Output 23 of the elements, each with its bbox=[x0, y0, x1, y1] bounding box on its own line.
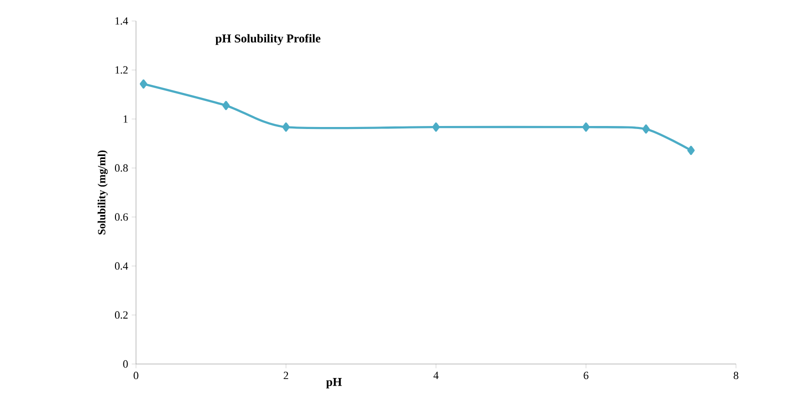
x-axis-title: pH bbox=[326, 378, 342, 388]
y-tick-label: 0.2 bbox=[114, 311, 128, 319]
point bbox=[642, 124, 650, 134]
x-tick-label: 4 bbox=[433, 372, 439, 379]
y-tick-label: 0.6 bbox=[114, 213, 128, 221]
point bbox=[432, 122, 440, 132]
y-tick-label: 1 bbox=[124, 115, 128, 123]
y-tick-label: 1.4 bbox=[116, 17, 128, 25]
x-tick-label: 2 bbox=[284, 372, 288, 380]
point bbox=[140, 79, 148, 89]
y-axis-title: Solubility (mg/ml) bbox=[98, 150, 108, 234]
text: pH Solubility Profile bbox=[215, 34, 320, 45]
point bbox=[222, 100, 230, 110]
y-tick-label: 0 bbox=[123, 360, 128, 368]
x-tick-label: 6 bbox=[584, 372, 588, 380]
x-tick-label: 8 bbox=[734, 372, 738, 380]
y-tick-label: 0.4 bbox=[114, 262, 128, 270]
y-tick-label: 0.8 bbox=[114, 164, 128, 172]
point bbox=[282, 122, 290, 132]
y-tick-label: 1.2 bbox=[116, 66, 128, 74]
point bbox=[687, 146, 695, 155]
point bbox=[582, 122, 590, 132]
x-tick-label: 0 bbox=[134, 372, 138, 380]
